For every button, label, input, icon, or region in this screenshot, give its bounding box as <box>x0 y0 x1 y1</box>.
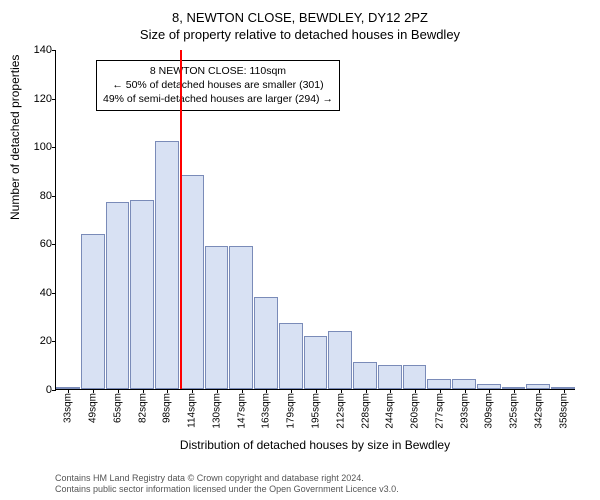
bar <box>452 379 476 389</box>
x-tick-label: 244sqm <box>385 393 396 429</box>
x-tick-label: 260sqm <box>410 393 421 429</box>
annotation-line-3: 49% of semi-detached houses are larger (… <box>103 92 333 106</box>
bar <box>353 362 377 389</box>
x-tick-label: 358sqm <box>558 393 569 429</box>
bar <box>180 175 204 389</box>
bar <box>130 200 154 389</box>
bar <box>155 141 179 389</box>
y-tick-mark <box>52 147 56 148</box>
bar <box>254 297 278 389</box>
bar <box>81 234 105 389</box>
bar <box>378 365 402 389</box>
y-tick-mark <box>52 99 56 100</box>
x-tick-label: 293sqm <box>459 393 470 429</box>
x-tick-label: 33sqm <box>63 393 74 423</box>
bar <box>427 379 451 389</box>
x-tick-label: 195sqm <box>311 393 322 429</box>
y-tick-mark <box>52 50 56 51</box>
y-tick-mark <box>52 244 56 245</box>
bar <box>279 323 303 389</box>
footer: Contains HM Land Registry data © Crown c… <box>55 473 399 496</box>
annotation-line-2: ← 50% of detached houses are smaller (30… <box>103 78 333 92</box>
x-tick-label: 179sqm <box>286 393 297 429</box>
bar <box>304 336 328 389</box>
x-tick-label: 114sqm <box>187 393 198 428</box>
x-tick-label: 163sqm <box>261 393 272 429</box>
y-axis-label: Number of detached properties <box>8 55 22 220</box>
x-tick-label: 277sqm <box>434 393 445 429</box>
bar <box>403 365 427 389</box>
x-tick-label: 49sqm <box>88 393 99 423</box>
annotation-box: 8 NEWTON CLOSE: 110sqm ← 50% of detached… <box>96 60 340 111</box>
x-tick-label: 212sqm <box>335 393 346 429</box>
bar <box>229 246 253 389</box>
x-tick-label: 342sqm <box>533 393 544 429</box>
x-tick-label: 82sqm <box>137 393 148 423</box>
x-tick-label: 98sqm <box>162 393 173 423</box>
x-axis-label: Distribution of detached houses by size … <box>55 438 575 452</box>
x-tick-label: 147sqm <box>236 393 247 429</box>
x-tick-label: 325sqm <box>509 393 520 429</box>
footer-line-2: Contains public sector information licen… <box>55 484 399 496</box>
bar <box>328 331 352 389</box>
y-tick-mark <box>52 293 56 294</box>
marker-line <box>180 50 182 389</box>
x-tick-label: 130sqm <box>211 393 222 429</box>
page-title-sub: Size of property relative to detached ho… <box>0 25 600 42</box>
y-tick-mark <box>52 341 56 342</box>
chart-area: 8 NEWTON CLOSE: 110sqm ← 50% of detached… <box>55 50 575 390</box>
bar <box>106 202 130 389</box>
bar <box>205 246 229 389</box>
x-tick-label: 309sqm <box>484 393 495 429</box>
y-tick-mark <box>52 196 56 197</box>
annotation-line-1: 8 NEWTON CLOSE: 110sqm <box>103 64 333 78</box>
page-title-main: 8, NEWTON CLOSE, BEWDLEY, DY12 2PZ <box>0 0 600 25</box>
footer-line-1: Contains HM Land Registry data © Crown c… <box>55 473 399 485</box>
x-tick-label: 228sqm <box>360 393 371 429</box>
y-tick-mark <box>52 390 56 391</box>
x-tick-label: 65sqm <box>112 393 123 423</box>
